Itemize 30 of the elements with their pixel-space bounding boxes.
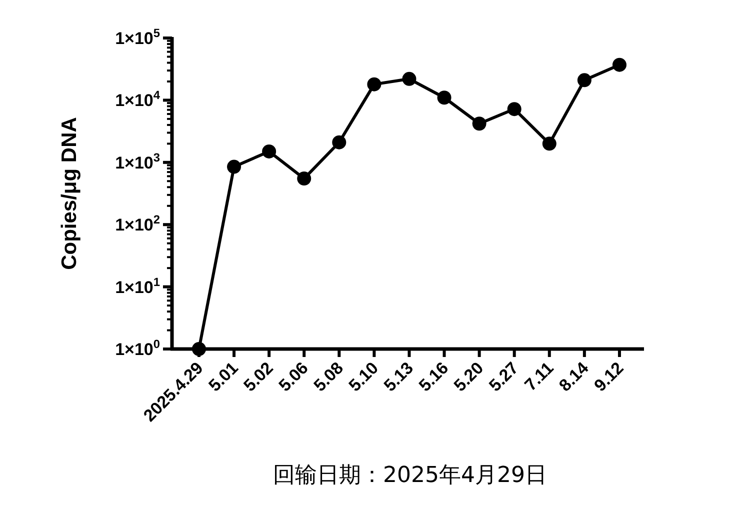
- x-tick-label: 5.20: [450, 358, 488, 396]
- y-axis-title: Copies/μg DNA: [58, 117, 81, 270]
- point: [227, 160, 242, 174]
- y-tick-label: 1×10$^{3}$: [115, 150, 160, 172]
- point: [507, 102, 522, 116]
- x-tick-label: 5.08: [310, 358, 347, 396]
- point: [367, 77, 382, 92]
- x-tick-label: 7.11: [521, 358, 558, 395]
- x-axis-title: 回输日期：2025年4月29日: [273, 463, 547, 488]
- x-tick-label: 5.02: [240, 358, 277, 396]
- x-tick-label: 5.10: [345, 358, 382, 396]
- point: [437, 90, 452, 105]
- x-tick-label: 5.13: [380, 358, 418, 396]
- x-tick-label: 9.12: [590, 358, 628, 396]
- y-tick-label: 1×10$^{4}$: [115, 88, 160, 110]
- y-tick-label: 1×10$^{1}$: [115, 274, 160, 297]
- point: [577, 73, 592, 88]
- point: [542, 136, 556, 151]
- point: [402, 72, 416, 86]
- point: [332, 135, 346, 150]
- x-tick-label: 5.06: [275, 358, 312, 396]
- point: [612, 58, 626, 72]
- y-tick-label: 1×10$^{5}$: [115, 26, 160, 48]
- x-tick-label: 5.16: [415, 358, 452, 396]
- y-tick-label: 1×10$^{0}$: [115, 337, 160, 359]
- point: [297, 172, 312, 186]
- point: [262, 144, 276, 158]
- y-tick-label: 1×10$^{2}$: [115, 212, 160, 235]
- point: [472, 116, 486, 131]
- x-tick-label: 5.01: [205, 358, 242, 396]
